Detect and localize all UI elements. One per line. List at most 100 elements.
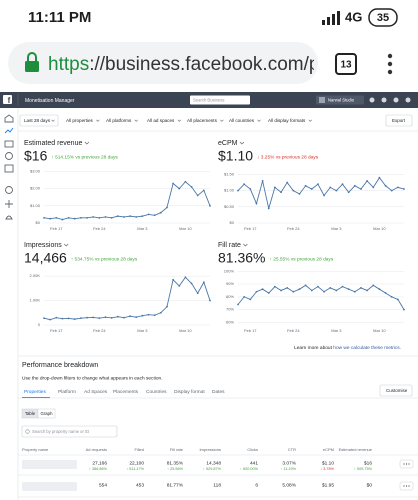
data-point [243,183,246,186]
data-point [172,182,175,185]
x-tick-label: Feb 17 [50,226,63,231]
data-point [384,184,387,187]
top-icons[interactable] [369,97,411,103]
data-point [141,314,144,317]
metric-value: $1.10 [218,148,253,164]
column-header: Impressions [199,447,221,452]
breakdown-subtitle: Use the drop-down filters to change what… [22,375,163,381]
breakdown-title: Performance breakdown [22,362,98,369]
row-menu-dot [405,463,408,465]
column-header: Property name [22,447,49,452]
data-point [249,188,252,190]
menu-button[interactable] [387,53,393,75]
column-header: Estimated revenue [339,447,373,452]
cell: $16 [364,460,372,466]
tab[interactable]: Display format [174,389,205,395]
filter[interactable]: All properties [66,118,94,123]
column-header: Fill rate [170,447,184,452]
y-tick-label: 70% [226,307,234,312]
filter[interactable]: All platforms [106,118,132,123]
x-tick-label: Mar 10 [373,328,386,333]
property-search[interactable] [21,425,118,438]
learn-more-link[interactable]: how we calculate these metrics. [333,345,401,351]
data-point [49,318,52,321]
data-point [237,303,239,306]
tab[interactable]: Placements [113,389,139,395]
data-point [286,181,289,184]
data-point [353,290,356,293]
data-point [104,316,107,319]
tab[interactable]: Properties [24,389,46,395]
data-point [396,298,399,301]
data-point [310,289,313,292]
x-tick-label: Feb 17 [244,328,257,333]
filter[interactable]: All ad spaces [147,118,175,123]
data-point [209,299,211,302]
data-point [273,285,276,288]
sidebar-icons[interactable] [4,114,14,220]
graph-toggle[interactable] [37,408,56,419]
data-point [178,187,181,190]
search-box[interactable] [190,95,250,105]
metric-change: ↓ 3.25% vs previous 28 days [257,154,319,160]
data-point [372,284,375,287]
search-placeholder: Search Business [193,98,224,103]
metric-change: ↑ 25.55% vs previous 28 days [269,256,333,262]
filter-chevron [308,119,312,122]
url-rest: ://business.facebook.com/pu [89,54,330,75]
data-point [55,316,58,319]
data-point [360,287,362,289]
filter[interactable]: All placements [187,118,218,123]
date-range-button[interactable] [19,114,59,127]
y-tick-label: 0 [38,322,41,327]
cell: 118 [213,482,221,488]
data-point [129,215,131,218]
y-tick-label: $2.00 [30,186,41,191]
title-chevron [84,141,90,145]
data-point [304,184,307,187]
column-header: eCPM [323,447,334,452]
learn-more-text: Learn more about [294,345,333,351]
data-point [317,285,319,288]
filter[interactable]: Last 28 days [24,118,51,123]
cell: 14,348 [206,460,221,466]
sidebar [0,108,18,500]
account-name: Narwal Studio [328,98,355,103]
tab[interactable]: Dates [212,389,225,395]
cell: $1.95 [322,482,334,488]
tab[interactable]: Countries [146,389,167,395]
x-tick-label: Mar 10 [179,226,192,231]
data-point [390,295,393,298]
cell: 6 [255,482,258,488]
data-point [79,216,82,219]
tab-switcher[interactable] [335,53,357,75]
metric-value: 14,466 [24,250,67,266]
data-point [372,186,375,189]
export-button[interactable] [385,114,413,127]
data-point [61,317,64,320]
data-point [267,207,270,210]
y-tick-label: 60% [226,320,234,325]
account-switcher[interactable] [316,95,364,105]
cell-change: ↑ 529.87% [203,467,222,471]
filter[interactable]: All countries [229,118,255,123]
y-tick-label: $1.50 [224,172,235,177]
y-tick-label: 2.00K [30,273,41,278]
address-bar[interactable] [8,42,318,84]
data-point [116,315,119,318]
data-point [335,189,338,192]
data-point [202,281,205,284]
x-tick-label: Feb 24 [93,328,106,333]
tab[interactable]: Ad Spaces [84,389,108,395]
y-tick-label: 1.00K [30,298,41,303]
data-point [123,316,125,319]
data-point [243,295,246,298]
fb-logo[interactable] [3,95,12,104]
filter[interactable]: All display formats [268,118,306,123]
customise-button[interactable] [379,384,413,397]
x-tick-label: Mar 3 [137,226,148,231]
tab[interactable]: Platform [58,389,76,395]
data-point [141,215,144,218]
y-tick-label: $3.00 [30,169,41,174]
data-point [403,308,405,311]
